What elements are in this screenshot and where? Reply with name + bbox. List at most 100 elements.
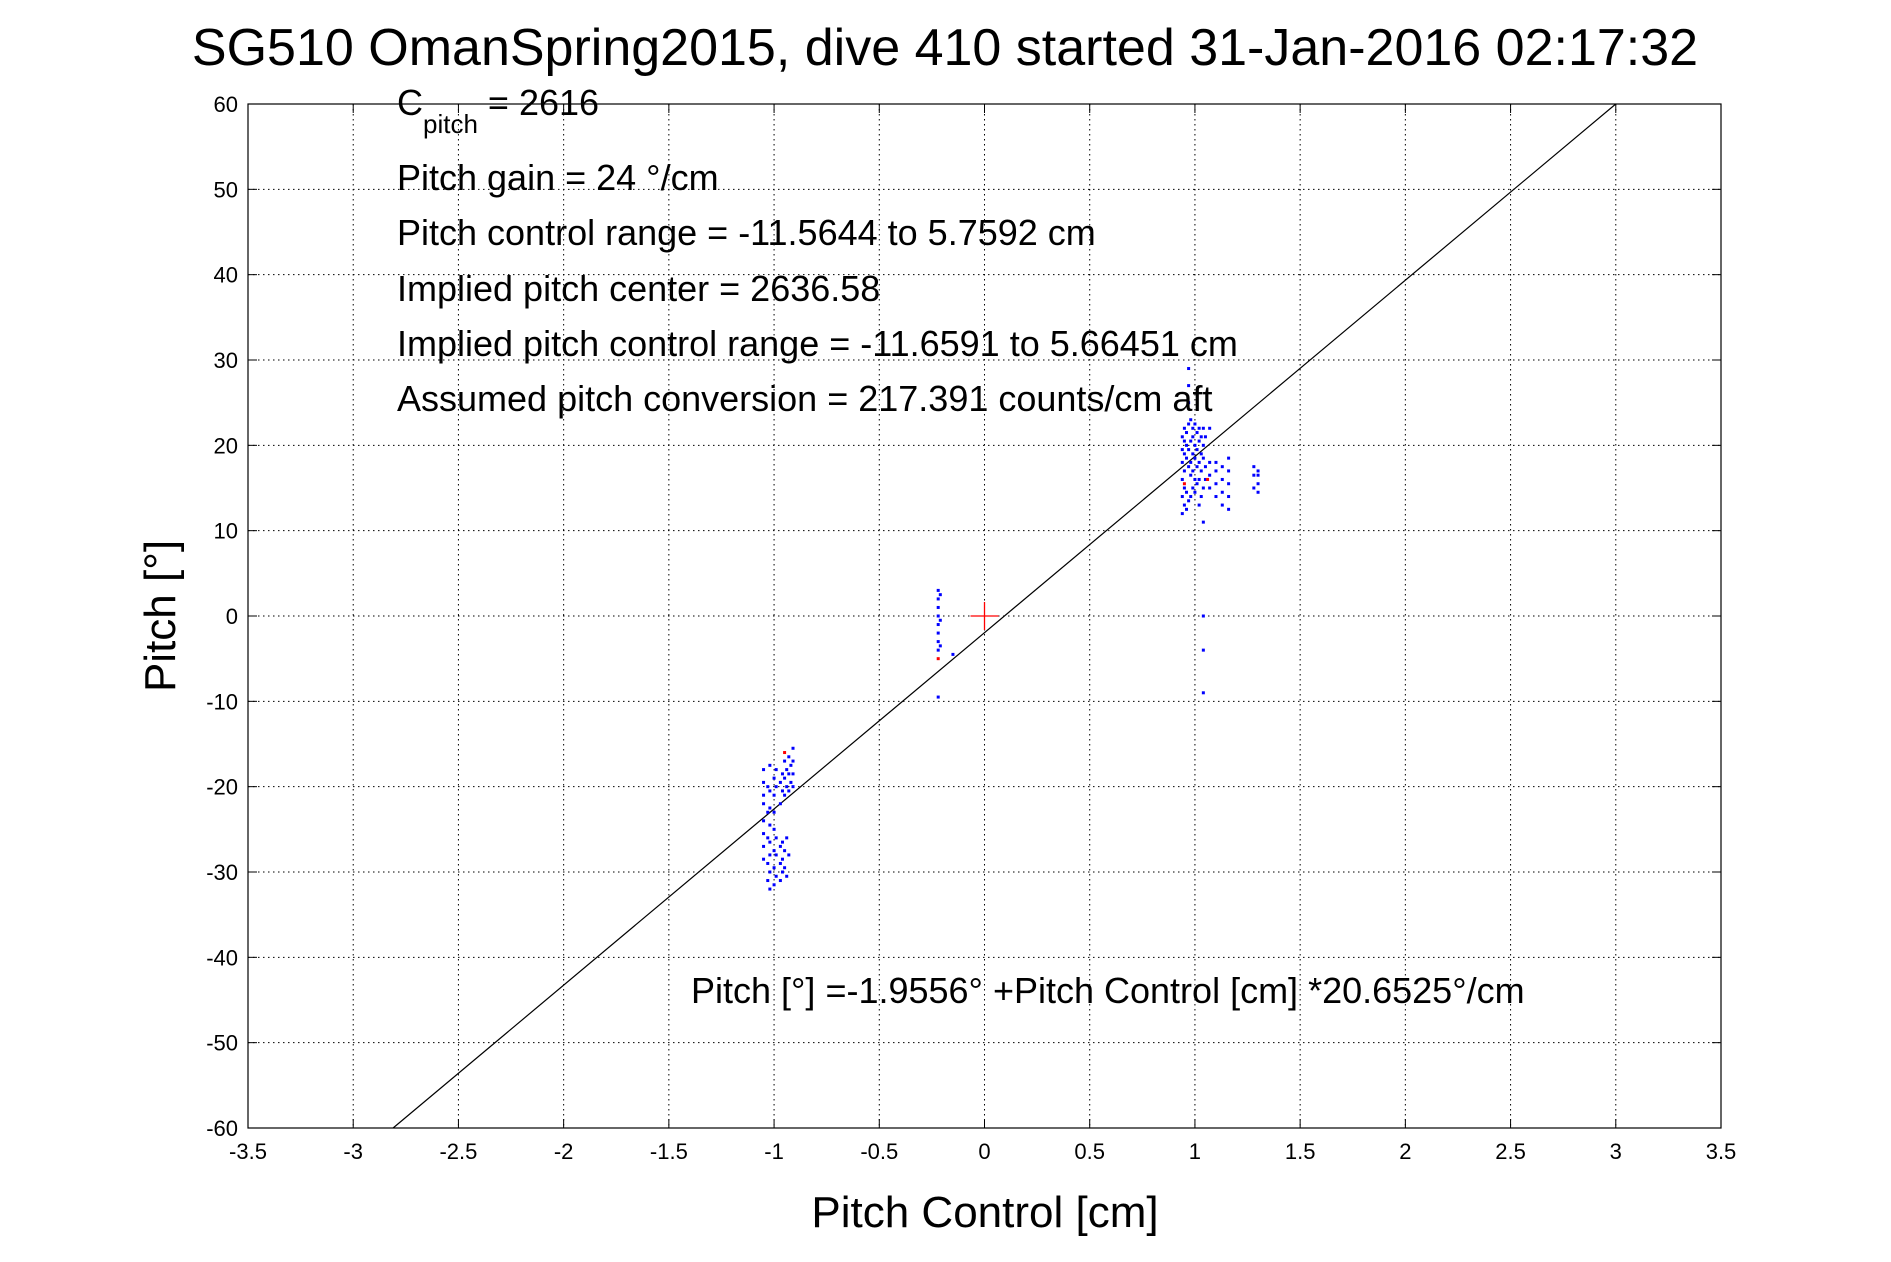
data-point xyxy=(768,870,772,874)
data-point xyxy=(1195,465,1199,469)
data-point xyxy=(1180,512,1184,516)
annotation-pitch-control-range: Pitch control range = -11.5644 to 5.7592… xyxy=(397,212,1096,253)
data-point xyxy=(1201,456,1205,460)
annotation-implied-pitch-control-range: Implied pitch control range = -11.6591 t… xyxy=(397,323,1238,364)
x-tick-label: 0.5 xyxy=(1074,1139,1105,1164)
data-point xyxy=(766,836,770,840)
data-point xyxy=(1201,520,1205,524)
data-point xyxy=(1227,469,1231,473)
x-tick-label: -3.5 xyxy=(229,1139,267,1164)
data-point xyxy=(778,844,782,848)
data-point xyxy=(791,746,795,750)
y-tick-label: 10 xyxy=(214,519,238,544)
data-point xyxy=(785,836,789,840)
data-point xyxy=(938,593,942,597)
data-point xyxy=(1182,426,1186,430)
data-point xyxy=(1256,490,1260,494)
data-point xyxy=(762,857,766,861)
x-tick-label: -2 xyxy=(554,1139,574,1164)
data-point xyxy=(1199,452,1203,456)
data-point xyxy=(1189,439,1193,443)
data-point xyxy=(1191,452,1195,456)
x-tick-label: -1 xyxy=(764,1139,784,1164)
data-point xyxy=(762,793,766,797)
data-point xyxy=(778,879,782,883)
y-tick-label: 50 xyxy=(214,177,238,202)
data-point xyxy=(774,874,778,878)
data-point xyxy=(1201,691,1205,695)
data-point xyxy=(1187,422,1191,426)
data-point xyxy=(1185,490,1189,494)
data-point xyxy=(1189,473,1193,477)
data-point xyxy=(772,827,776,831)
data-point xyxy=(783,866,787,870)
y-tick-label: -50 xyxy=(206,1031,238,1056)
data-point xyxy=(780,772,784,776)
data-point xyxy=(768,887,772,891)
data-point xyxy=(768,853,772,857)
data-point xyxy=(1191,469,1195,473)
data-point xyxy=(938,618,942,622)
data-point xyxy=(936,597,940,601)
data-point xyxy=(1180,448,1184,452)
annotation-block: Cpitch = 2616 Pitch gain = 24 °/cm Pitch… xyxy=(397,82,1525,1011)
data-point xyxy=(1252,465,1256,469)
data-point xyxy=(1191,486,1195,490)
data-point xyxy=(1214,495,1218,499)
y-tick-label: 0 xyxy=(226,604,238,629)
data-point xyxy=(1185,456,1189,460)
data-point xyxy=(1197,439,1201,443)
data-point xyxy=(1182,452,1186,456)
data-point xyxy=(1191,435,1195,439)
data-point xyxy=(787,755,791,759)
x-tick-label: 3 xyxy=(1610,1139,1622,1164)
data-point xyxy=(1214,482,1218,486)
data-point xyxy=(1201,486,1205,490)
data-point xyxy=(1197,477,1201,481)
data-point xyxy=(774,785,778,789)
data-point xyxy=(1220,477,1224,481)
data-point xyxy=(936,588,940,592)
data-point xyxy=(768,763,772,767)
data-point xyxy=(1208,426,1212,430)
center-marker xyxy=(970,602,999,630)
data-point xyxy=(1182,503,1186,507)
data-point xyxy=(1256,473,1260,477)
annotation-pitch-gain: Pitch gain = 24 °/cm xyxy=(397,157,719,198)
data-point xyxy=(774,836,778,840)
data-point xyxy=(1252,486,1256,490)
data-point xyxy=(768,840,772,844)
data-point xyxy=(791,772,795,776)
data-point xyxy=(951,652,955,656)
x-tick-label: -0.5 xyxy=(860,1139,898,1164)
data-point xyxy=(774,853,778,857)
y-tick-label: -10 xyxy=(206,689,238,714)
data-point xyxy=(780,857,784,861)
data-point xyxy=(1197,503,1201,507)
data-point xyxy=(791,759,795,763)
data-point xyxy=(785,874,789,878)
data-point xyxy=(1227,456,1231,460)
data-point xyxy=(1214,460,1218,464)
annotation-implied-pitch-center: Implied pitch center = 2636.58 xyxy=(397,268,880,309)
data-point xyxy=(1201,443,1205,447)
data-point xyxy=(936,605,940,609)
data-point xyxy=(936,614,940,618)
axis-ticks: -3.5 -3 -2.5 -2 -1.5 -1 -0.5 0 0.5 1 1.5 2 2.5 3 3.5 60… xyxy=(206,92,1736,1164)
data-point xyxy=(762,819,766,823)
data-point xyxy=(778,861,782,865)
data-point xyxy=(1227,507,1231,511)
data-point xyxy=(1220,503,1224,507)
data-point xyxy=(762,802,766,806)
data-point xyxy=(1182,486,1186,490)
data-point xyxy=(1193,490,1197,494)
x-tick-label: 3.5 xyxy=(1706,1139,1737,1164)
data-point xyxy=(772,866,776,870)
fit-equation: Pitch [°] =-1.9556° +Pitch Control [cm] … xyxy=(691,970,1525,1011)
data-point xyxy=(783,776,787,780)
data-point xyxy=(787,789,791,793)
data-point xyxy=(762,844,766,848)
data-point xyxy=(1187,499,1191,503)
data-point xyxy=(1206,477,1210,481)
data-point xyxy=(936,695,940,699)
